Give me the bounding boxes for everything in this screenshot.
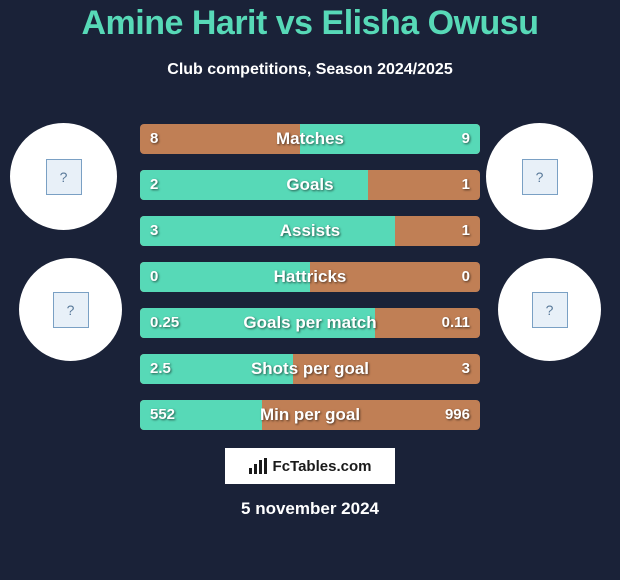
- stat-value-right: 1: [452, 216, 480, 246]
- branding-text: FcTables.com: [273, 458, 372, 475]
- stat-value-right: 0.11: [432, 308, 480, 338]
- stat-row: Goals21: [140, 170, 480, 200]
- stat-fill-left: [140, 262, 310, 292]
- club-left-logo: ?: [19, 258, 122, 361]
- stat-fill-left: [140, 216, 395, 246]
- stat-fill-left: [140, 400, 262, 430]
- image-placeholder-icon: ?: [53, 292, 89, 328]
- stat-fill-left: [140, 354, 293, 384]
- branding-badge: FcTables.com: [225, 448, 395, 484]
- stat-row: Hattricks00: [140, 262, 480, 292]
- image-placeholder-icon: ?: [46, 159, 82, 195]
- date-label: 5 november 2024: [0, 499, 620, 519]
- stat-value-right: 3: [452, 354, 480, 384]
- stat-row: Shots per goal2.53: [140, 354, 480, 384]
- chart-icon: [249, 458, 267, 474]
- stat-row: Goals per match0.250.11: [140, 308, 480, 338]
- player-right-avatar: ?: [486, 123, 593, 230]
- comparison-stage: Amine Harit vs Elisha Owusu Club competi…: [0, 0, 620, 580]
- stat-value-right: 0: [452, 262, 480, 292]
- image-placeholder-icon: ?: [532, 292, 568, 328]
- page-subtitle: Club competitions, Season 2024/2025: [0, 61, 620, 79]
- stat-row: Min per goal552996: [140, 400, 480, 430]
- stat-value-left: 8: [140, 124, 168, 154]
- stat-fill-left: [140, 170, 368, 200]
- club-right-logo: ?: [498, 258, 601, 361]
- page-title: Amine Harit vs Elisha Owusu: [0, 4, 620, 43]
- image-placeholder-icon: ?: [522, 159, 558, 195]
- player-left-avatar: ?: [10, 123, 117, 230]
- stat-rows: Matches89 Goals21 Assists31 Hattricks00 Goal…: [140, 124, 480, 446]
- stat-row: Assists31: [140, 216, 480, 246]
- stat-value-right: 1: [452, 170, 480, 200]
- stat-fill-left: [140, 308, 375, 338]
- stat-value-right: 996: [435, 400, 480, 430]
- stat-row: Matches89: [140, 124, 480, 154]
- stat-fill-right: [300, 124, 480, 154]
